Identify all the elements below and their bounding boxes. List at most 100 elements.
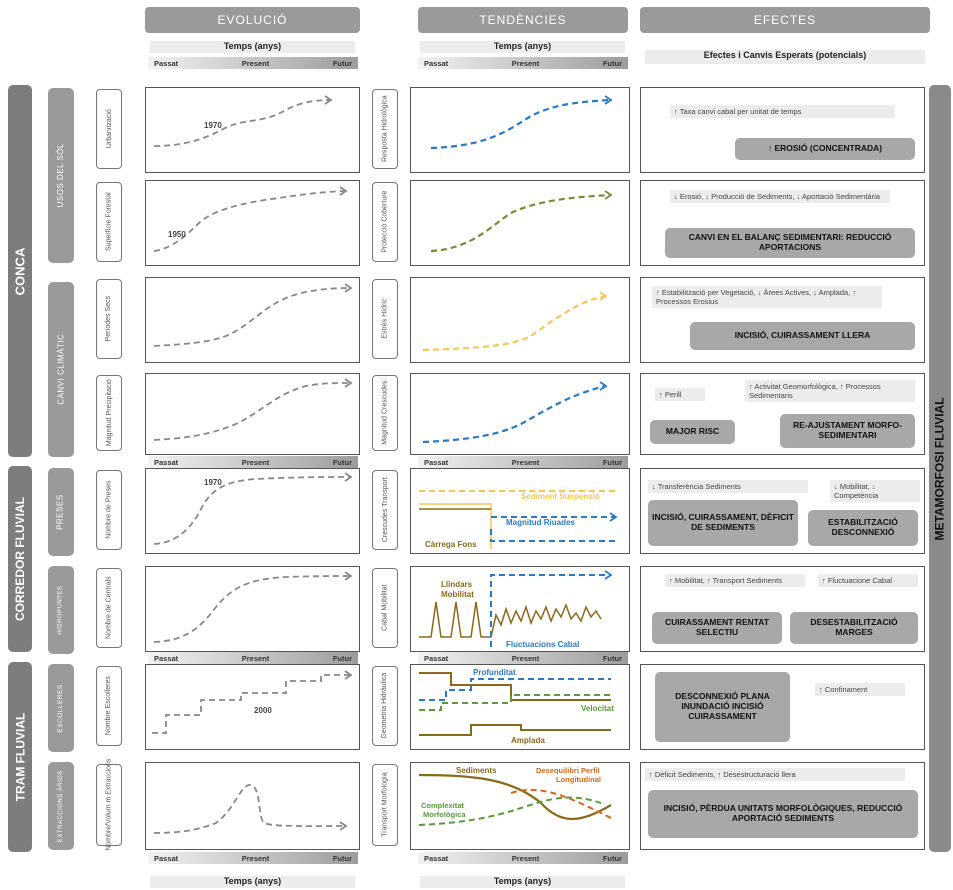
label-magnitud-riuades: Magnitud Riuades [506,518,575,527]
future-label: Futur [602,653,622,663]
trend-curve-1 [430,193,612,253]
future-label: Futur [332,457,352,467]
category-usos-sol: USOS DEL SÒL [48,88,74,263]
category-hidropuntes: HIDROPUNTES [48,566,74,654]
variable-label-3: Magnitud Precipitació [96,375,122,451]
effect-note-4a: ↑ Perill [655,388,705,401]
effect-note-8: ↑ Dèficit Sediments, ↑ Desestructuració … [645,768,905,781]
evolution-arrow-6 [344,670,353,680]
category-escolleres: ESCOLLERES [48,664,74,752]
effect-note-5b: ↓ Mobilitat, ↓ Competència [830,480,920,502]
trend-label-3: Magnitud Crescudes [372,375,398,451]
year-label-4: 1970 [204,478,222,487]
group-corredor-fluvial: CORREDOR FLUVIAL [8,466,32,652]
effects-panel-0 [640,87,925,173]
evolution-arrow-0 [324,95,333,105]
time-bar-evolucio-mid2: Passat Present Futur [148,652,358,664]
effects-subtitle: Efectes i Canvis Esperats (potencials) [645,50,925,64]
label-sediments: Sediments [456,766,497,775]
effect-note-3: ↑ Estabilització per Vegetació, ↓ Àrees … [652,286,882,308]
trend-label-7: Transport Morfologia [372,764,398,846]
future-label: Futur [332,853,352,863]
year-label-6: 2000 [254,706,272,715]
variable-label-0: Urbanització [96,89,122,169]
trend-label-5: Cabal Mobilitat [372,568,398,648]
trend-arrow-3 [599,381,608,391]
effect-box-7: DESCONNEXIÓ PLANA INUNDACIÓ INCISIÓ CUIR… [655,672,790,742]
evolution-panel-2 [145,277,360,363]
trend-panel-1 [410,180,630,266]
evolution-panel-3 [145,373,360,455]
evolution-curve-0 [153,99,332,147]
future-label: Futur [602,58,622,68]
present-label: Present [511,853,540,863]
amplada-line [419,672,611,701]
effect-box-5a: INCISIÓ, CUIRASSAMENT, DÈFICIT DE SEDIME… [648,500,798,546]
effect-box-5b: ESTABILITZACIÓ DESCONNEXIÓ [808,510,918,546]
riuades-bottom-line [490,529,616,542]
past-label: Passat [154,457,179,467]
magnitud-riuades-arrow [609,512,618,522]
effect-note-1: ↑ Taxa canvi cabal per unitat de temps [670,105,895,118]
evolution-arrow-2 [344,283,353,293]
time-bar-evolucio-top: Passat Present Futur [148,57,358,69]
trend-panel-6: Profunditat Velocitat Amplada [410,664,630,750]
evolution-curve-4 [153,476,352,545]
trend-curve-2 [422,294,607,352]
time-bar-tendencies-mid1: Passat Present Futur [418,456,628,468]
effect-note-6a: ↑ Mobilitat, ↑ Transport Sediments [665,574,805,587]
future-label: Futur [602,457,622,467]
trend-panel-0 [410,87,630,173]
effect-box-8: INCISIÓ, PÈRDUA UNITATS MORFOLÒGIQUES, R… [648,790,918,838]
velocitat-line [419,694,611,711]
label-llindars: Llindars [441,580,473,589]
trend-label-0: Resposta Hidrològica [372,89,398,169]
past-label: Passat [154,58,179,68]
effect-box-1: ↑ EROSIÓ (CONCENTRADA) [735,138,915,160]
trend-arrow-1 [604,190,613,200]
present-label: Present [511,58,540,68]
variable-label-1: Superfície Forestal [96,182,122,262]
desequilibri-line [510,788,612,819]
evolution-panel-7 [145,762,360,850]
effect-box-6b: DESESTABILITZACIÓ MARGES [790,612,918,644]
effect-box-4a: MAJOR RISC [650,420,735,444]
past-label: Passat [154,853,179,863]
present-label: Present [241,653,270,663]
present-label: Present [241,457,270,467]
variable-label-6: Nombre Escolleres [96,666,122,746]
present-label: Present [511,457,540,467]
evolution-curve-2 [153,287,352,347]
evolution-arrow-5 [344,571,353,581]
header-tendencies: TENDÈNCIES [418,7,628,33]
trend-panel-2 [410,277,630,363]
present-label: Present [241,58,270,68]
future-label: Futur [602,853,622,863]
evolution-panel-4: 1970 [145,468,360,554]
evolution-curve-1 [153,190,347,252]
effect-note-6b: ↑ Fluctuacione Cabal [818,574,918,587]
time-label-bottom-tendencies: Temps (anys) [420,876,625,888]
evolution-arrow-1 [339,186,348,196]
trend-curve-0 [430,98,612,150]
trend-label-4: Crescudes Transport [372,470,398,550]
time-label-evolucio: Temps (anys) [150,41,355,53]
effect-box-4b: RE-AJUSTAMENT MORFO-SEDIMENTARI [780,414,915,448]
variable-label-7: Nombre/Volum m Extraccions [96,759,122,851]
label-fluctuacions-cabal: Fluctuacions Cabal [506,640,579,649]
category-canvi-climatic: CANVI CLIMÀTIC [48,282,74,457]
header-efectes: EFECTES [640,7,930,33]
label-sediment-suspensio: Sediment Suspensió [521,492,600,501]
year-label-0: 1970 [204,121,222,130]
group-metamorfosi-fluvial: METAMORFOSI FLUVIAL [929,85,951,852]
label-morfologica: Morfològica [423,810,466,819]
evolution-arrow-4 [344,472,353,482]
evolution-arrow-3 [344,378,353,388]
trend-label-6: Geometria Hidràulica [372,666,398,746]
amplada-low-line [419,724,611,736]
effect-note-2: ↓ Erosió, ↓ Producció de Sediments, ↓ Ap… [670,190,890,203]
present-label: Present [241,853,270,863]
category-preses: PRESES [48,468,74,556]
past-label: Passat [424,853,449,863]
variable-label-5: Nombre de Centrals [96,568,122,648]
